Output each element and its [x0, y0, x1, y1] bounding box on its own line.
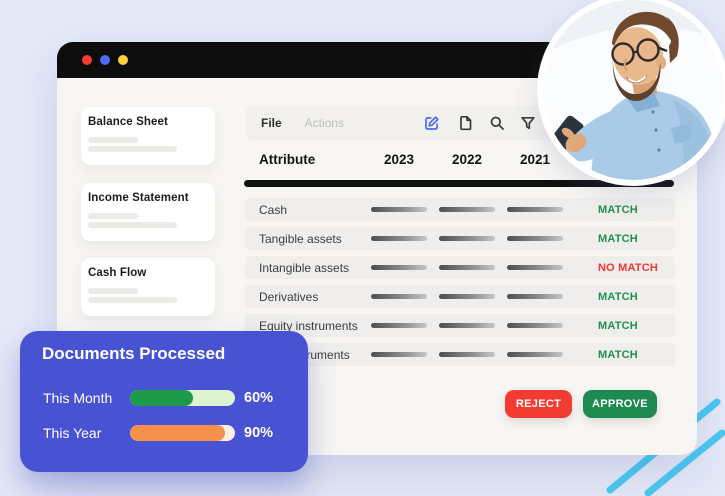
filter-icon[interactable] [520, 115, 536, 131]
value-placeholder [439, 236, 495, 241]
metric-value: 60% [244, 389, 274, 406]
value-cell [501, 207, 569, 212]
value-cell [433, 207, 501, 212]
value-placeholder [439, 265, 495, 270]
column-header-2023: 2023 [383, 151, 415, 167]
metric-label: This Year [43, 424, 102, 441]
table-header: Attribute 2023 2022 2021 [245, 149, 675, 169]
reject-button[interactable]: REJECT [505, 390, 572, 418]
value-cell [365, 265, 433, 270]
value-placeholder [371, 207, 427, 212]
value-placeholder [507, 323, 563, 328]
sidebar-card-title: Balance Sheet [88, 116, 168, 128]
sidebar-card-title: Income Statement [88, 192, 189, 204]
document-icon[interactable] [458, 115, 474, 131]
metric-value: 90% [244, 424, 274, 441]
value-placeholder [439, 294, 495, 299]
value-placeholder [371, 294, 427, 299]
row-status: MATCH [598, 348, 638, 361]
table-row: Derivatives MATCH [245, 285, 675, 308]
value-cell [365, 323, 433, 328]
value-placeholder [507, 207, 563, 212]
menu-file[interactable]: File [261, 116, 282, 130]
value-cell [365, 236, 433, 241]
row-attribute: Cash [259, 202, 288, 217]
value-cell [365, 207, 433, 212]
progress-bar-this-year [130, 424, 235, 441]
table-row: Debt instruments MATCH [245, 343, 675, 366]
table-row: Intangible assets NO MATCH [245, 256, 675, 279]
row-status: MATCH [598, 232, 638, 245]
row-status: MATCH [598, 290, 638, 303]
column-header-attribute: Attribute [259, 151, 316, 167]
value-cell [365, 294, 433, 299]
man-with-glasses-holding-phone-illustration [543, 0, 723, 180]
placeholder-line [88, 297, 177, 303]
value-placeholder [507, 352, 563, 357]
value-placeholder [371, 236, 427, 241]
metric-this-year: This Year 90% [43, 424, 293, 441]
row-status: MATCH [598, 319, 638, 332]
row-attribute: Derivatives [259, 289, 319, 304]
value-placeholder [371, 323, 427, 328]
menu-actions[interactable]: Actions [304, 116, 345, 130]
approve-button[interactable]: APPROVE [583, 390, 657, 418]
placeholder-line [88, 146, 177, 152]
metric-this-month: This Month 60% [43, 389, 293, 406]
card-title: Documents Processed [42, 344, 226, 363]
placeholder-line [88, 288, 138, 294]
search-icon[interactable] [489, 115, 505, 131]
placeholder-line [88, 222, 177, 228]
value-cell [501, 352, 569, 357]
value-placeholder [371, 352, 427, 357]
table-row: Tangible assets MATCH [245, 227, 675, 250]
placeholder-line [88, 213, 138, 219]
sidebar-card-title: Cash Flow [88, 267, 147, 279]
sidebar-card-income-statement[interactable]: Income Statement [81, 183, 215, 241]
table-row: Equity instruments MATCH [245, 314, 675, 337]
value-cell [433, 236, 501, 241]
row-attribute: Tangible assets [259, 231, 342, 246]
documents-processed-card: Documents Processed This Month 60% This … [20, 331, 308, 472]
table-row: Cash MATCH [245, 198, 675, 221]
value-placeholder [507, 294, 563, 299]
value-cell [501, 236, 569, 241]
window-maximize-dot[interactable] [118, 55, 128, 65]
progress-fill [130, 424, 225, 441]
window-minimize-dot[interactable] [100, 55, 110, 65]
value-placeholder [507, 236, 563, 241]
value-placeholder [507, 265, 563, 270]
value-cell [433, 323, 501, 328]
window-close-dot[interactable] [82, 55, 92, 65]
profile-photo [537, 0, 725, 186]
value-cell [365, 352, 433, 357]
row-status: MATCH [598, 203, 638, 216]
metric-label: This Month [43, 389, 113, 406]
edit-icon[interactable] [424, 115, 440, 131]
value-cell [433, 265, 501, 270]
value-cell [501, 265, 569, 270]
sidebar-card-balance-sheet[interactable]: Balance Sheet [81, 107, 215, 165]
value-cell [501, 323, 569, 328]
row-attribute: Intangible assets [259, 260, 350, 275]
header-divider [244, 180, 674, 187]
progress-fill [130, 389, 193, 406]
column-header-2021: 2021 [519, 151, 551, 167]
value-placeholder [439, 207, 495, 212]
value-cell [501, 294, 569, 299]
row-attribute: Equity instruments [259, 318, 358, 333]
value-placeholder [371, 265, 427, 270]
progress-bar-this-month [130, 389, 235, 406]
sidebar-card-cash-flow[interactable]: Cash Flow [81, 258, 215, 316]
value-cell [433, 294, 501, 299]
value-cell [433, 352, 501, 357]
column-header-2022: 2022 [451, 151, 483, 167]
placeholder-line [88, 137, 138, 143]
value-placeholder [439, 323, 495, 328]
value-placeholder [439, 352, 495, 357]
row-status: NO MATCH [598, 261, 659, 274]
